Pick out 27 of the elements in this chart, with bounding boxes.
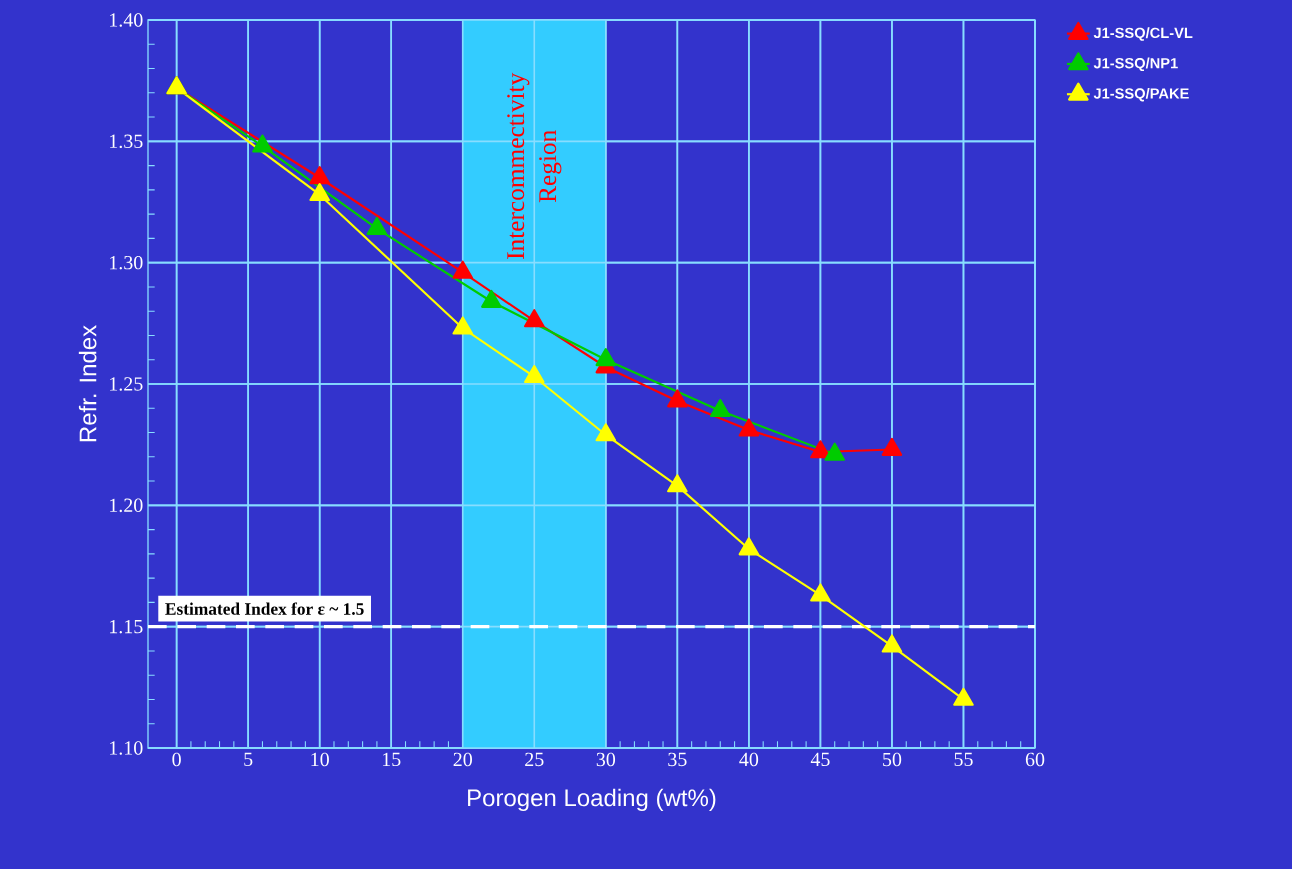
x-tick-label: 60	[1025, 752, 1045, 767]
y-tick-label: 1.30	[110, 255, 143, 270]
y-tick-label: 1.15	[110, 619, 143, 634]
legend-label: J1-SSQ/CL-VL	[1093, 27, 1193, 41]
x-tick-label: 50	[883, 752, 902, 767]
x-tick-label: 30	[596, 752, 616, 767]
x-tick-label: 20	[453, 752, 472, 767]
x-tick-label: 55	[954, 752, 973, 766]
ref-line-label: Estimated Index for ε ~ 1.5	[165, 602, 364, 615]
x-tick-label: 45	[810, 752, 830, 767]
y-tick-label: 1.10	[110, 741, 143, 755]
x-tick-label: 10	[311, 752, 329, 767]
legend-label: J1-SSQ/NP1	[1093, 57, 1178, 72]
x-tick-label: 40	[739, 752, 759, 767]
y-tick-label: 1.20	[110, 498, 143, 513]
legend-label: J1-SSQ/PAKE	[1093, 87, 1189, 102]
x-axis-title: Porogen Loading (wt%)	[468, 788, 716, 812]
x-tick-label: 35	[668, 752, 687, 767]
x-tick-label: 0	[172, 752, 181, 767]
y-tick-label: 1.25	[110, 377, 143, 391]
y-axis-title: Refr. Index	[78, 325, 97, 442]
band-label: Intercommectivity Region	[507, 72, 562, 259]
x-tick-label: 15	[382, 752, 401, 767]
x-tick-label: 5	[244, 752, 253, 766]
y-tick-label: 1.40	[110, 13, 143, 27]
y-tick-label: 1.35	[110, 134, 143, 149]
x-tick-label: 25	[525, 752, 544, 767]
